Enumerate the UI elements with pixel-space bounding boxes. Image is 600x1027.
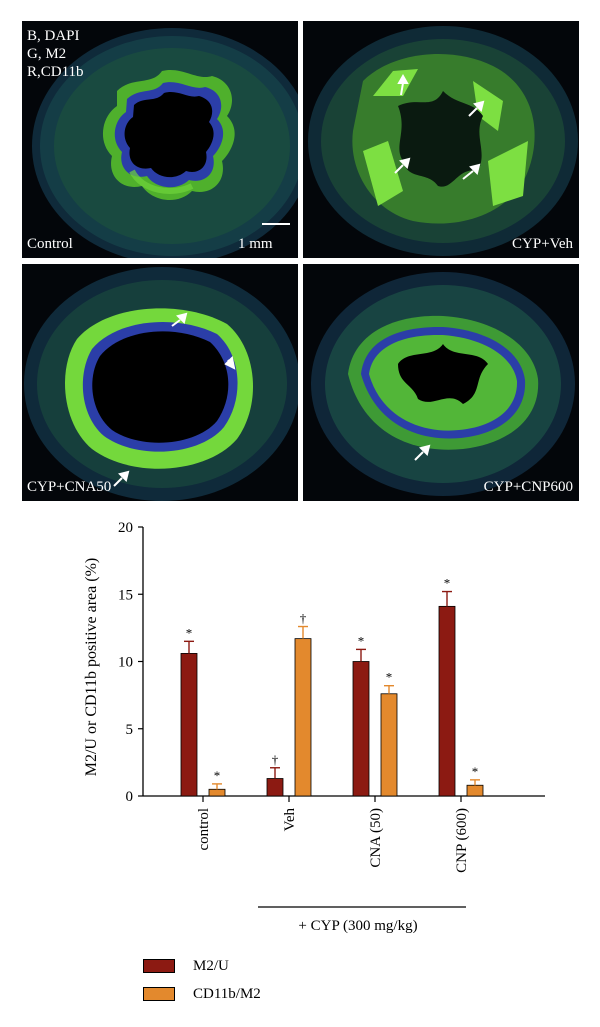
legend-item-m2u: M2/U	[143, 957, 229, 975]
y-tick-label: 10	[118, 655, 133, 671]
significance-mark: *	[386, 670, 393, 685]
bar	[266, 778, 284, 797]
significance-mark: *	[214, 768, 221, 783]
bladder-image-control	[32, 28, 298, 258]
bar	[208, 788, 226, 797]
legend-swatch-cd11b	[143, 987, 175, 1001]
panel-cyp-cna50: CYP+CNA50	[22, 264, 298, 501]
y-tick-label: 5	[126, 722, 134, 738]
significance-mark: *	[472, 764, 479, 779]
y-tick-label: 15	[118, 587, 133, 603]
legend-item-cd11b: CD11b/M2	[143, 985, 261, 1003]
significance-mark: *	[186, 625, 193, 640]
bar	[352, 661, 370, 797]
scale-bar-label: 1 mm	[238, 236, 273, 252]
x-tick-label: CNP (600)	[454, 808, 470, 873]
y-axis-label: M2/U or CD11b positive area (%)	[83, 558, 100, 776]
bar	[380, 693, 398, 797]
panel-label-cyp-cna50: CYP+CNA50	[27, 479, 112, 495]
panel-label-cyp-cnp600: CYP+CNP600	[483, 479, 573, 495]
bar	[466, 784, 484, 797]
chart-labels: 0 5 10 15 20 control * * Veh † † CNA (50) * * CNP (600…	[118, 520, 478, 873]
significance-mark: †	[272, 752, 279, 767]
panel-cyp-cnp600: CYP+CNP600	[303, 264, 579, 501]
bladder-image-cyp-cnp600	[311, 272, 575, 496]
panel-cyp-veh: CYP+Veh	[303, 21, 579, 258]
significance-mark: †	[300, 611, 307, 626]
panel-control: B, DAPI G, M2 R,CD11b Control 1 mm	[22, 21, 298, 258]
channel-label-dapi: B, DAPI	[27, 28, 80, 44]
significance-mark: *	[444, 576, 451, 591]
chart-bars	[180, 590, 484, 797]
legend-label-cd11b: CD11b/M2	[193, 985, 261, 1002]
bar	[438, 605, 456, 797]
x-tick-label: Veh	[282, 808, 298, 832]
panel-label-cyp-veh: CYP+Veh	[512, 236, 573, 252]
bar-chart: 0 5 10 15 20 control * * Veh † † CNA (50) * * CNP (600…	[83, 520, 545, 934]
panel-label-control: Control	[27, 236, 73, 252]
legend-swatch-m2u	[143, 959, 175, 973]
bladder-image-cyp-cna50	[24, 267, 298, 501]
cyp-group-label: + CYP (300 mg/kg)	[298, 918, 417, 934]
significance-mark: *	[358, 633, 365, 648]
y-tick-label: 0	[126, 789, 134, 805]
bladder-image-cyp-veh	[308, 26, 578, 256]
channel-label-cd11b: R,CD11b	[27, 64, 84, 80]
x-tick-label: CNA (50)	[368, 808, 384, 868]
bar	[294, 638, 312, 797]
legend-label-m2u: M2/U	[193, 957, 229, 974]
x-tick-label: control	[196, 808, 212, 851]
channel-label-m2: G, M2	[27, 46, 67, 62]
y-tick-label: 20	[118, 520, 133, 536]
chart-axes	[138, 526, 545, 802]
bar	[180, 653, 198, 797]
